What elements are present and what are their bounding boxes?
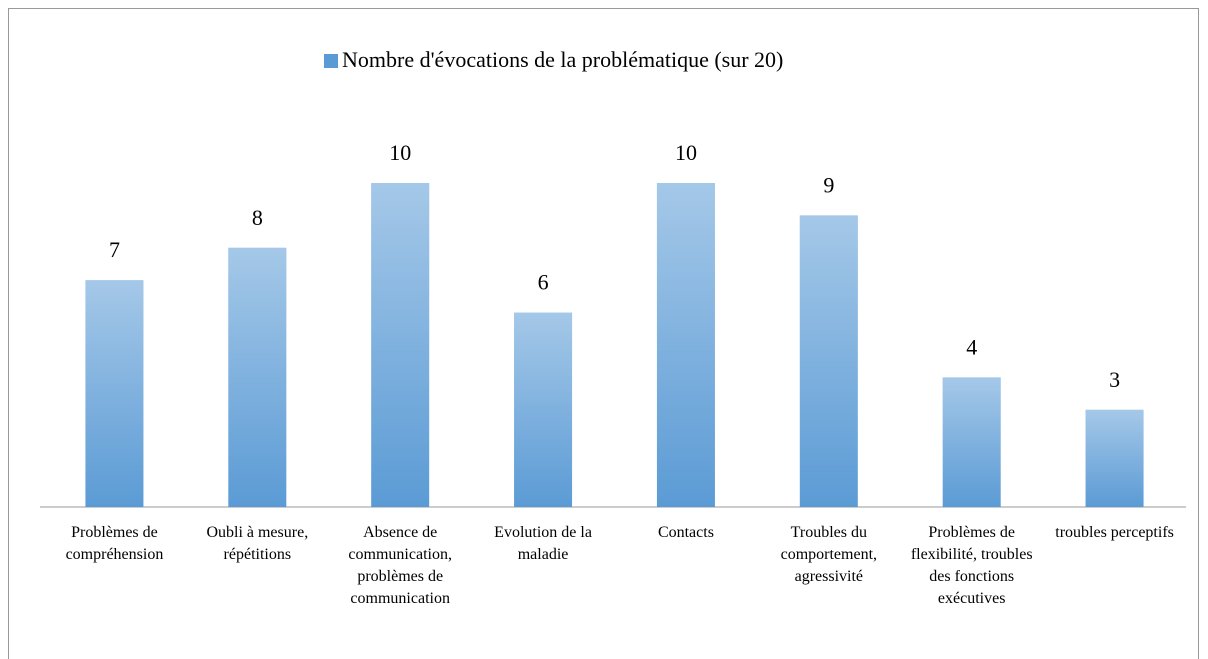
data-label: 10 [675, 140, 697, 165]
data-label: 3 [1109, 367, 1120, 392]
data-label: 8 [252, 205, 263, 230]
bar-shine [514, 312, 573, 507]
data-label: 10 [389, 140, 411, 165]
bar-shine [656, 183, 715, 507]
x-tick-label: Troubles du comportement, agressivité [780, 524, 878, 585]
bar-shine [371, 183, 430, 507]
x-tick-label: Contacts [657, 524, 714, 541]
data-label: 6 [538, 270, 549, 295]
bar-shine [1085, 409, 1144, 507]
bar-shine [799, 215, 858, 507]
x-tick-label: Oubli à mesure, répétitions [206, 524, 309, 563]
bar-shine [942, 377, 1001, 507]
x-tick-label: Evolution de la maladie [494, 524, 592, 563]
x-tick-label: Absence de communication, problèmes de c… [348, 524, 452, 607]
x-tick-label: Problèmes de flexibilité, troubles des f… [910, 524, 1033, 607]
x-tick-label: Problèmes de compréhension [65, 524, 164, 563]
bar-shine [85, 280, 144, 507]
bar-shine [228, 247, 287, 508]
data-label: 9 [823, 172, 834, 197]
data-label: 7 [109, 237, 120, 262]
legend-swatch [324, 54, 338, 68]
x-tick-label: troubles perceptifs [1055, 524, 1174, 541]
legend-label: Nombre d'évocations de la problématique … [342, 47, 783, 72]
chart-frame [8, 8, 1199, 659]
data-label: 4 [966, 334, 977, 359]
